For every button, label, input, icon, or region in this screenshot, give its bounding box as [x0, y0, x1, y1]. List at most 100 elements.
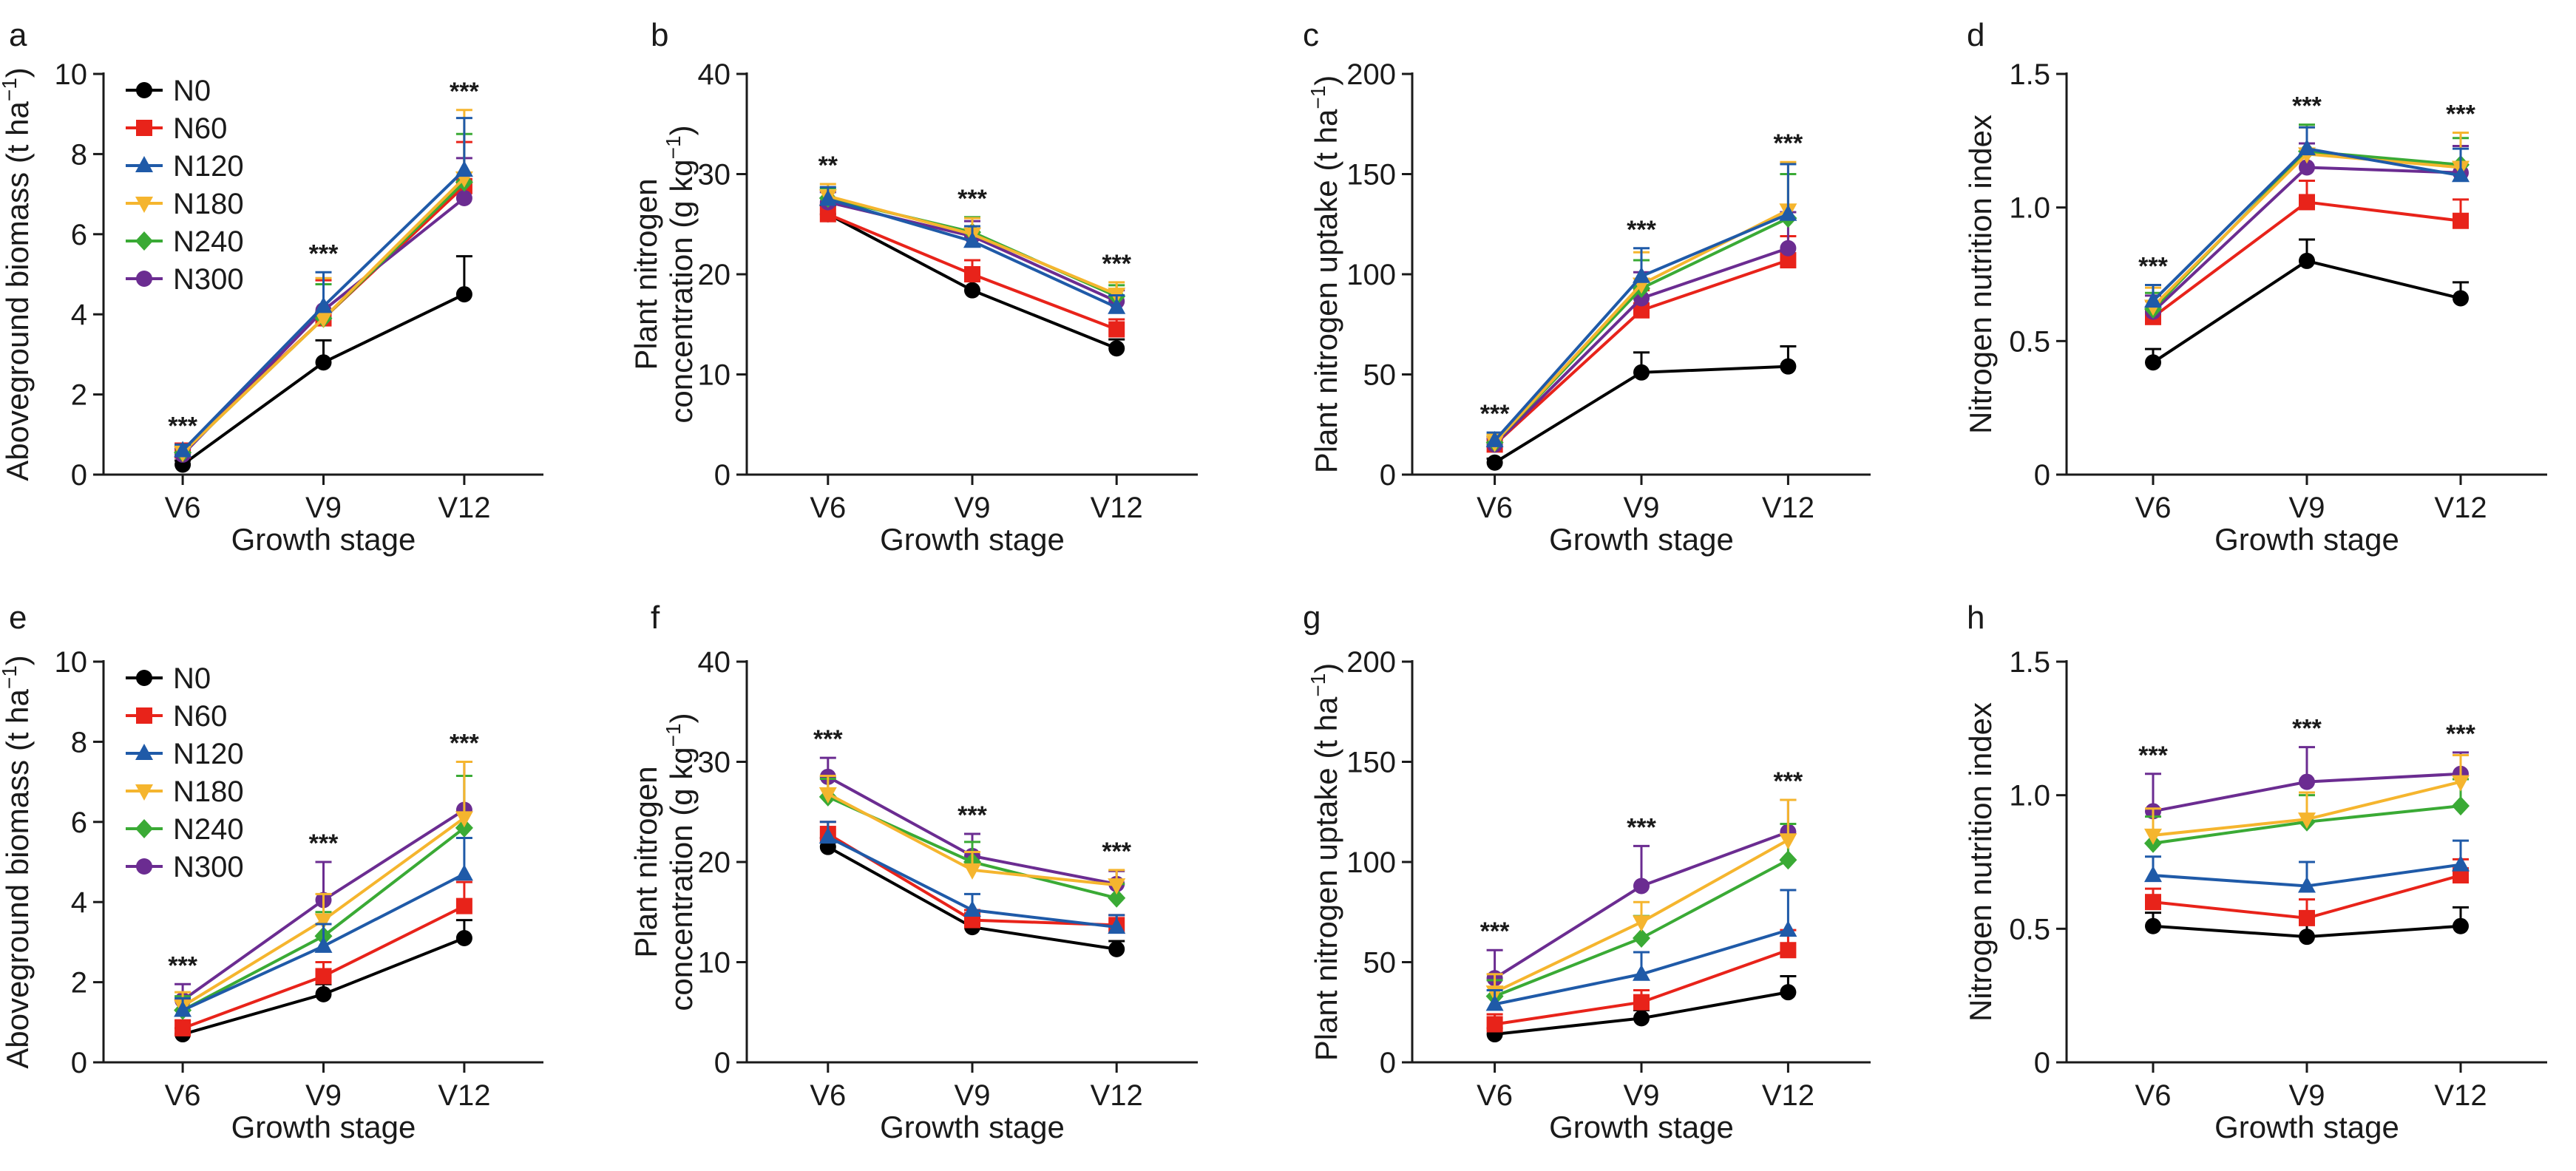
panel-d: d 0 0.5 1.0 1.5 V6 V9 V12 Growth stage Nitrogen n… [1963, 17, 2547, 557]
x-axis-label: Growth stage [880, 522, 1065, 557]
legend-label: N240 [173, 813, 244, 846]
legend-marker [136, 120, 152, 136]
y-tick-label: 200 [1346, 646, 1396, 679]
y-axis-label-superscript: −1 [1306, 86, 1329, 109]
series-n120 [1485, 889, 1797, 1011]
y-axis-label: concentration (g kg−1) [662, 713, 699, 1011]
series-n60 [2145, 180, 2469, 325]
legend: N0 N60 N120 N180 N240 N300 [126, 75, 244, 296]
y-tick-label: 10 [55, 58, 88, 91]
y-axis-label: Plant nitrogen uptake (t ha−1) [1306, 75, 1343, 474]
legend-label: N120 [173, 738, 244, 770]
data-point [455, 811, 473, 828]
significance-label: *** [2292, 715, 2322, 743]
x-tick-label: V6 [1477, 1079, 1513, 1112]
significance-label: *** [1774, 129, 1803, 157]
y-tick-label: 20 [698, 846, 731, 879]
y-axis-label-main: Plant nitrogen uptake (t ha [1309, 109, 1343, 473]
x-axis-label: Growth stage [2214, 522, 2399, 557]
data-point [174, 1019, 191, 1036]
y-axis-label-main: Nitrogen nutrition index [1963, 115, 1998, 434]
data-point [818, 189, 837, 206]
y-tick-label: 0.5 [2009, 325, 2050, 358]
legend-label: N0 [173, 75, 211, 107]
y-tick-label: 40 [698, 646, 731, 679]
y-tick-label: 1.0 [2009, 780, 2050, 812]
panel-letter: b [651, 17, 668, 53]
x-tick-label: V6 [2135, 492, 2172, 524]
panel-letter: e [9, 600, 27, 636]
y-tick-label: 2 [71, 379, 87, 412]
x-tick-label: V12 [1091, 492, 1143, 524]
data-point [1780, 942, 1797, 959]
data-point [1108, 321, 1125, 338]
panel-b: b 0 10 20 30 40 V6 V9 V12 Growth stage Plant nitro… [628, 17, 1198, 557]
y-tick-label: 10 [698, 359, 731, 392]
data-point [314, 296, 333, 313]
legend-label: N60 [173, 700, 227, 733]
series-n0 [2145, 238, 2469, 371]
data-point [2452, 775, 2470, 792]
x-tick-label: V6 [810, 1079, 846, 1112]
legend-marker [136, 707, 152, 724]
legend-item-n0: N0 [126, 75, 211, 107]
legend-item-n300: N300 [126, 851, 244, 883]
legend-item-n120: N120 [126, 150, 244, 183]
significance-label: *** [1480, 917, 1510, 946]
y-axis-label-main: concentration (g kg [664, 159, 699, 423]
data-point [1633, 878, 1650, 895]
data-point [2453, 212, 2469, 229]
series-n120 [2144, 126, 2470, 308]
y-axis-label-superscript: −1 [662, 723, 685, 747]
y-tick-label: 50 [1363, 359, 1397, 392]
y-axis-label: Aboveground biomass (t ha−1) [0, 655, 35, 1069]
data-point [964, 282, 980, 299]
x-axis-label: Growth stage [1549, 1110, 1734, 1144]
legend-marker [135, 744, 153, 760]
y-tick-label: 2 [71, 967, 87, 999]
y-axis-label-main: Plant nitrogen uptake (t ha [1309, 696, 1343, 1061]
data-point [315, 985, 332, 1002]
x-axis-label: Growth stage [1549, 522, 1734, 557]
y-axis-label: Nitrogen nutrition index [1963, 702, 1998, 1022]
data-point [174, 441, 192, 458]
x-tick-label: V9 [2289, 1079, 2325, 1112]
y-tick-label: 150 [1346, 747, 1396, 779]
significance-label: *** [813, 725, 843, 753]
x-axis-label: Growth stage [231, 522, 416, 557]
panel-a: a 0 2 4 6 8 10 V6 V9 V12 Growth stage Aboveground b… [0, 17, 543, 557]
data-point [1780, 252, 1797, 269]
data-point [1633, 302, 1650, 319]
significance-label: *** [2446, 100, 2475, 128]
data-point [1108, 340, 1125, 357]
y-tick-label: 4 [71, 886, 87, 919]
data-point [1779, 920, 1797, 937]
data-point [455, 929, 472, 946]
y-tick-label: 40 [698, 58, 731, 91]
y-tick-label: 0 [714, 1047, 731, 1079]
significance-label: *** [957, 185, 987, 213]
x-tick-label: V6 [2135, 1079, 2172, 1112]
panel-letter: g [1303, 600, 1321, 636]
legend-item-n240: N240 [126, 225, 244, 258]
data-point [455, 190, 472, 207]
series-n0 [2145, 906, 2469, 946]
data-point [1633, 928, 1650, 948]
legend-item-n300: N300 [126, 263, 244, 296]
y-tick-label: 30 [698, 747, 731, 779]
data-point [1633, 266, 1650, 283]
y-tick-label: 20 [698, 259, 731, 291]
y-tick-label: 0 [2034, 459, 2050, 492]
data-point [1486, 454, 1503, 471]
data-point [963, 900, 981, 917]
series-n60 [1486, 929, 1797, 1033]
legend-label: N60 [173, 112, 227, 145]
legend-item-n0: N0 [126, 662, 211, 695]
y-tick-label: 6 [71, 807, 87, 839]
y-tick-label: 8 [71, 726, 87, 758]
data-point [1780, 240, 1797, 257]
x-tick-label: V6 [810, 492, 846, 524]
data-point [2299, 194, 2315, 211]
x-tick-label: V12 [438, 1079, 490, 1112]
significance-label: *** [1480, 400, 1510, 428]
